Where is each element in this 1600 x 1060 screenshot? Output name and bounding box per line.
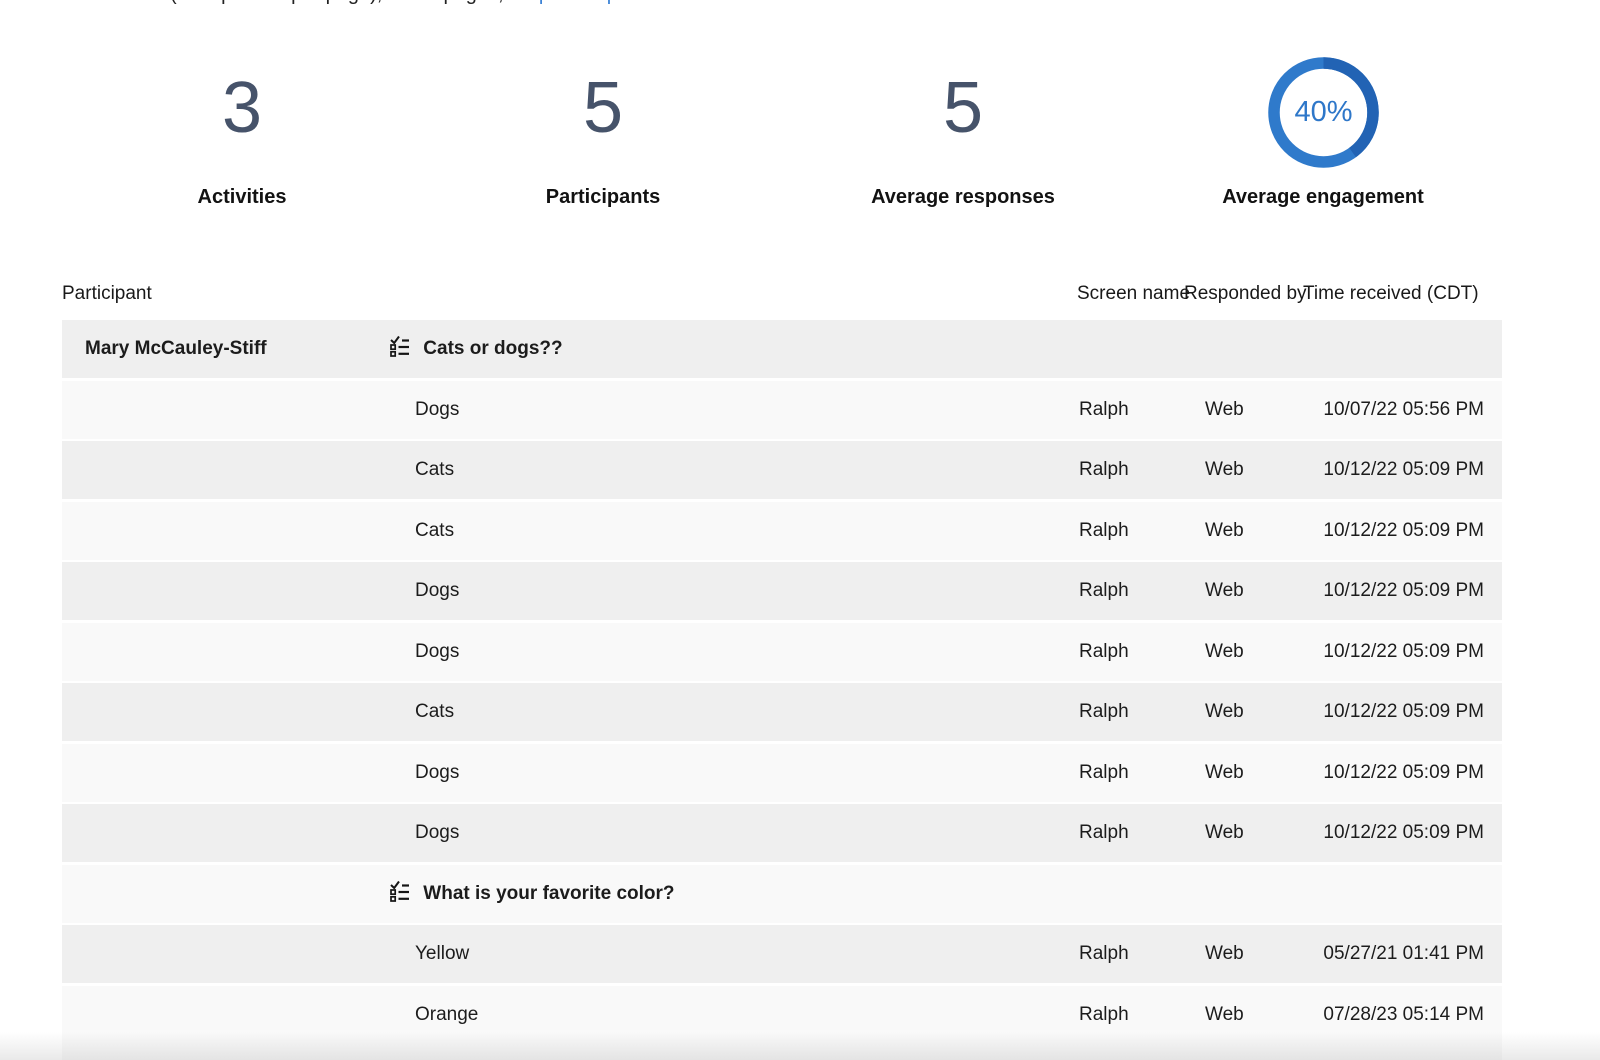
screen-name: Ralph bbox=[1079, 822, 1129, 843]
answer-text: Dogs bbox=[415, 822, 460, 843]
answer-text: Dogs bbox=[415, 761, 460, 783]
participants-label: Participants bbox=[545, 186, 661, 208]
screen-name: Ralph bbox=[1079, 640, 1129, 662]
time-received: 10/12/22 05:09 PM bbox=[1323, 761, 1484, 783]
average-responses-count: 5 bbox=[942, 68, 984, 148]
time-received: 10/12/22 05:09 PM bbox=[1323, 701, 1484, 722]
clipped-top-line: (2 responses per page), 1 of 1 pages, Exp… bbox=[0, 0, 1600, 6]
multiple-choice-icon bbox=[390, 335, 409, 357]
responses-table: Mary McCauley-Stiff Cats or dogs?? Dogs Ra… bbox=[62, 320, 1502, 1060]
question-row: Mary McCauley-Stiff Cats or dogs?? bbox=[62, 320, 1502, 378]
screen-name: Ralph bbox=[1079, 701, 1129, 722]
stat-participants: 5 bbox=[453, 60, 753, 156]
responded-by: Web bbox=[1205, 398, 1244, 420]
answer-text: Cats bbox=[415, 519, 455, 541]
time-received: 05/27/21 01:41 PM bbox=[1323, 943, 1484, 964]
response-row: Cats Ralph Web 10/12/22 05:09 PM bbox=[62, 683, 1502, 741]
responded-by: Web bbox=[1205, 1003, 1244, 1025]
response-row: Dogs Ralph Web 10/12/22 05:09 PM bbox=[62, 622, 1502, 681]
screen-name: Ralph bbox=[1079, 761, 1129, 783]
response-row: Yellow Ralph Web 05/27/21 01:41 PM bbox=[62, 925, 1502, 983]
header-screen-name: Screen name bbox=[1077, 283, 1191, 304]
engagement-ring bbox=[1268, 57, 1379, 168]
question-title: What is your favorite color? bbox=[423, 882, 675, 904]
activities-label: Activities bbox=[197, 186, 287, 208]
answer-text: Orange bbox=[415, 1003, 479, 1025]
stat-activities: 3 bbox=[92, 60, 392, 156]
answer-text: Dogs bbox=[415, 398, 460, 420]
responded-by: Web bbox=[1205, 459, 1244, 480]
ring-segment bbox=[1268, 57, 1379, 168]
header-time-received: Time received (CDT) bbox=[1303, 283, 1479, 304]
clipped-top-text: (2 responses per page), 1 of 1 pages, bbox=[170, 0, 504, 5]
time-received: 10/12/22 05:09 PM bbox=[1323, 519, 1484, 541]
screen-name: Ralph bbox=[1079, 580, 1129, 601]
response-row: Dogs Ralph Web 10/12/22 05:09 PM bbox=[62, 804, 1502, 862]
responded-by: Web bbox=[1205, 640, 1244, 662]
response-row: Cats Ralph Web 10/12/22 05:09 PM bbox=[62, 441, 1502, 499]
stat-average-responses: 5 bbox=[813, 60, 1113, 156]
time-received: 10/12/22 05:09 PM bbox=[1323, 822, 1484, 843]
responded-by: Web bbox=[1205, 701, 1244, 722]
responded-by: Web bbox=[1205, 519, 1244, 541]
question-row: What is your favorite color? bbox=[62, 864, 1502, 923]
engagement-percent: 40% bbox=[1294, 96, 1353, 128]
clipped-top-link[interactable]: Export responses bbox=[516, 0, 672, 5]
activities-count: 3 bbox=[221, 68, 263, 148]
average-engagement-label: Average engagement bbox=[1222, 186, 1424, 208]
header-participant: Participant bbox=[62, 283, 152, 304]
question-cell: What is your favorite color? bbox=[390, 865, 675, 923]
response-row: Dogs Ralph Web 10/12/22 05:09 PM bbox=[62, 743, 1502, 802]
answer-text: Dogs bbox=[415, 640, 460, 662]
responded-by: Web bbox=[1205, 580, 1244, 601]
screen-name: Ralph bbox=[1079, 943, 1129, 964]
response-row: Dogs Ralph Web 10/07/22 05:56 PM bbox=[62, 380, 1502, 439]
time-received: 10/12/22 05:09 PM bbox=[1323, 459, 1484, 480]
answer-text: Yellow bbox=[415, 943, 470, 964]
screen-name: Ralph bbox=[1079, 459, 1129, 480]
time-received: 07/28/23 05:14 PM bbox=[1323, 1003, 1484, 1025]
response-row: Cats Ralph Web 10/12/22 05:09 PM bbox=[62, 501, 1502, 560]
header-responded-by: Responded by bbox=[1184, 283, 1307, 304]
time-received: 10/07/22 05:56 PM bbox=[1323, 398, 1484, 420]
answer-text: Cats bbox=[415, 459, 455, 480]
screen-name: Ralph bbox=[1079, 1003, 1129, 1025]
time-received: 10/12/22 05:09 PM bbox=[1323, 640, 1484, 662]
answer-text: Cats bbox=[415, 701, 455, 722]
screen-name: Ralph bbox=[1079, 398, 1129, 420]
participants-count: 5 bbox=[582, 68, 624, 148]
response-row: Orange Ralph Web 07/28/23 05:14 PM bbox=[62, 985, 1502, 1060]
average-responses-label: Average responses bbox=[871, 186, 1055, 208]
responded-by: Web bbox=[1205, 822, 1244, 843]
time-received: 10/12/22 05:09 PM bbox=[1323, 580, 1484, 601]
response-row: Dogs Ralph Web 10/12/22 05:09 PM bbox=[62, 562, 1502, 620]
multiple-choice-icon bbox=[390, 880, 409, 902]
participant-name: Mary McCauley-Stiff bbox=[85, 338, 267, 359]
answer-text: Dogs bbox=[415, 580, 460, 601]
question-cell: Cats or dogs?? bbox=[390, 320, 563, 378]
responded-by: Web bbox=[1205, 943, 1244, 964]
screen-name: Ralph bbox=[1079, 519, 1129, 541]
responded-by: Web bbox=[1205, 761, 1244, 783]
question-title: Cats or dogs?? bbox=[423, 338, 563, 359]
